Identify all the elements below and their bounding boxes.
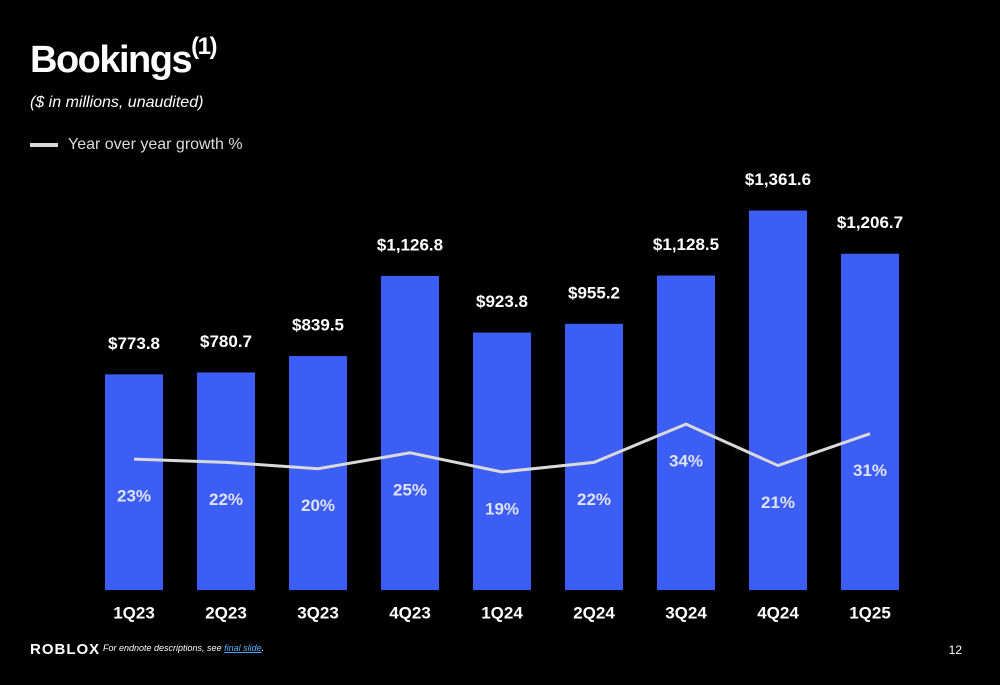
bar-value-label: $955.2 (568, 283, 620, 302)
x-tick-label: 1Q25 (849, 603, 891, 622)
title-note: (1) (191, 33, 216, 60)
bar-value-label: $780.7 (200, 332, 252, 351)
bar (749, 210, 807, 591)
line-value-label: 20% (301, 496, 335, 515)
bar (841, 253, 899, 590)
x-tick-label: 1Q23 (113, 603, 155, 622)
bar-value-label: $839.5 (292, 316, 344, 335)
line-value-label: 22% (577, 490, 611, 509)
footnote-link[interactable]: final slide (224, 643, 262, 653)
line-value-label: 31% (853, 461, 887, 480)
line-value-label: 25% (393, 480, 427, 499)
bar-value-label: $1,126.8 (377, 235, 443, 254)
x-tick-label: 2Q23 (205, 603, 247, 622)
title-text: Bookings (30, 39, 191, 81)
bar-value-label: $1,361.6 (745, 170, 811, 189)
bar (473, 332, 531, 590)
bar (105, 374, 163, 590)
x-tick-label: 2Q24 (573, 603, 615, 622)
footnote-text: For endnote descriptions, see (103, 643, 224, 653)
line-value-label: 21% (761, 493, 795, 512)
bar-value-label: $1,128.5 (653, 235, 719, 254)
title: Bookings(1) (30, 33, 216, 81)
x-tick-label: 4Q23 (389, 603, 431, 622)
x-tick-label: 3Q24 (665, 603, 707, 622)
footnote: For endnote descriptions, see final slid… (103, 643, 264, 653)
bar-value-label: $773.8 (108, 334, 160, 353)
bar (197, 372, 255, 590)
logo: ROBLOX (30, 641, 100, 658)
x-tick-label: 4Q24 (757, 603, 799, 622)
bar-value-label: $1,206.7 (837, 213, 903, 232)
page-number: 12 (949, 643, 963, 657)
bar (381, 275, 439, 590)
line-value-label: 22% (209, 490, 243, 509)
bar (565, 323, 623, 590)
footnote-end: . (262, 643, 265, 653)
bar-value-label: $923.8 (476, 292, 528, 311)
line-value-label: 19% (485, 499, 519, 518)
legend-label: Year over year growth % (68, 136, 243, 153)
bar (289, 356, 347, 590)
x-tick-label: 3Q23 (297, 603, 339, 622)
line-value-label: 23% (117, 487, 151, 506)
x-tick-label: 1Q24 (481, 603, 523, 622)
growth-line (133, 422, 871, 474)
line-value-label: 34% (669, 452, 703, 471)
subtitle: ($ in millions, unaudited) (30, 94, 203, 111)
